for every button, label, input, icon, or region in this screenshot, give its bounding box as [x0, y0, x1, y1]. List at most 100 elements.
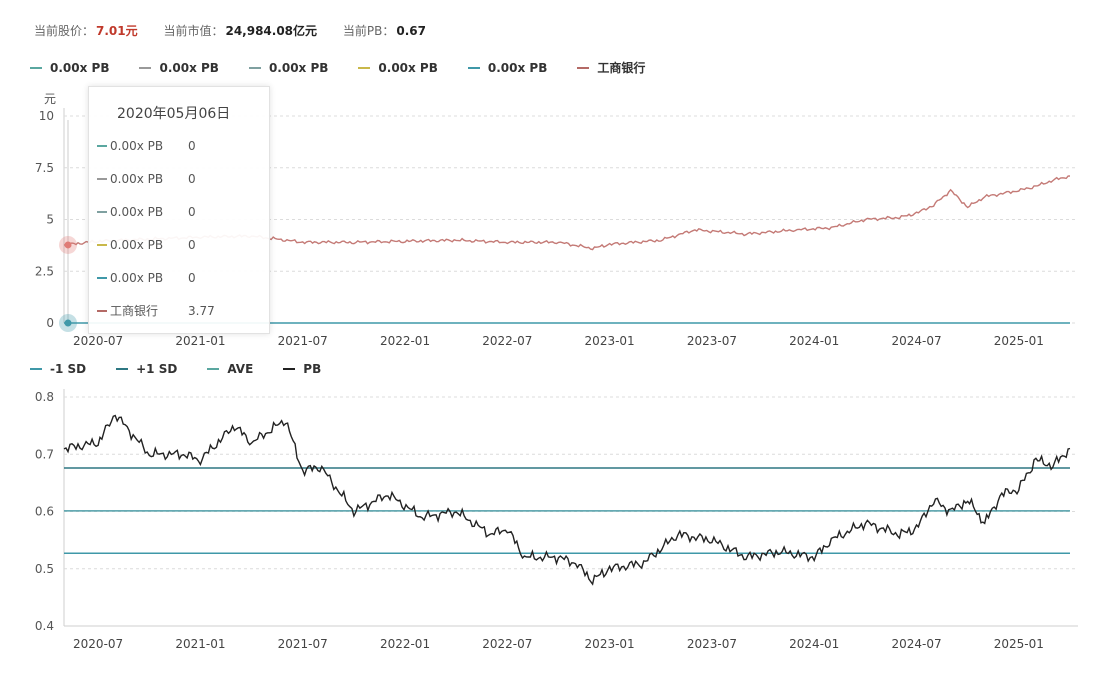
- y-tick-label: 0: [46, 316, 54, 330]
- legend-label: AVE: [227, 362, 254, 376]
- tooltip-row: 0.00x PB 0: [89, 261, 269, 294]
- price-label: 当前股价：: [34, 24, 95, 38]
- x-tick-label: 2022-07: [482, 637, 532, 651]
- pb-value: 0.67: [396, 24, 426, 38]
- legend-label: +1 SD: [136, 362, 178, 376]
- y-tick-label: 10: [39, 109, 54, 123]
- legend-item[interactable]: 0.00x PB: [358, 59, 438, 76]
- x-tick-label: 2023-01: [585, 334, 635, 348]
- pb-chart-legend: -1 SD +1 SD AVE PB: [30, 362, 351, 376]
- tooltip-swatch: [97, 144, 107, 147]
- legend-item[interactable]: PB: [283, 362, 321, 376]
- x-tick-label: 2020-07: [73, 334, 123, 348]
- x-tick-label: 2023-01: [585, 637, 635, 651]
- y-tick-label: 0.7: [35, 447, 54, 461]
- x-tick-label: 2021-07: [278, 334, 328, 348]
- legend-label: 0.00x PB: [487, 60, 548, 75]
- legend-label: 0.00x PB: [159, 60, 219, 75]
- tooltip-swatch: [97, 177, 107, 180]
- tooltip-series-value: 0: [188, 270, 196, 285]
- tooltip-row: 0.00x PB 0: [89, 162, 269, 195]
- highlight-point: [64, 241, 72, 249]
- legend-item[interactable]: 0.00x PB: [30, 59, 109, 76]
- x-tick-label: 2024-01: [789, 637, 839, 651]
- legend-swatch: [283, 368, 296, 370]
- legend-item[interactable]: 0.00x PB: [467, 59, 548, 76]
- legend-swatch: [248, 66, 261, 69]
- x-tick-label: 2025-01: [994, 334, 1044, 348]
- tooltip-swatch: [97, 309, 107, 312]
- y-tick-label: 7.5: [35, 161, 54, 175]
- pb-label: 当前PB：: [342, 24, 395, 38]
- legend-swatch: [358, 66, 371, 69]
- market-cap-label: 当前市值：: [163, 24, 224, 38]
- tooltip-series-name: 工商银行: [110, 304, 159, 318]
- tooltip-swatch: [97, 210, 107, 213]
- tooltip-row: 0.00x PB 0: [89, 195, 269, 228]
- legend-swatch: [30, 66, 42, 69]
- tooltip-swatch: [97, 276, 107, 279]
- legend-label: PB: [303, 362, 322, 376]
- stats-bar: 当前股价： 7.01元 当前市值： 24,984.08亿元 当前PB： 0.67: [34, 22, 448, 39]
- legend-item[interactable]: 0.00x PB: [248, 59, 329, 76]
- tooltip-series-value: 0: [188, 237, 196, 252]
- y-tick-label: 0.6: [35, 505, 54, 519]
- x-tick-label: 2022-01: [380, 637, 430, 651]
- x-tick-label: 2024-01: [789, 334, 839, 348]
- x-tick-label: 2021-01: [175, 637, 225, 651]
- x-tick-label: 2021-01: [175, 334, 225, 348]
- highlight-point: [64, 319, 72, 327]
- x-tick-label: 2021-07: [278, 637, 328, 651]
- y-tick-label: 2.5: [35, 264, 54, 278]
- legend-swatch: [116, 368, 129, 370]
- legend-swatch: [577, 66, 590, 69]
- legend-label: -1 SD: [50, 362, 87, 376]
- tooltip-series-name: 0.00x PB: [110, 204, 164, 219]
- x-tick-label: 2024-07: [891, 637, 941, 651]
- legend-swatch: [30, 368, 42, 370]
- legend-swatch: [467, 66, 480, 69]
- tooltip-series-name: 0.00x PB: [110, 237, 164, 252]
- x-tick-label: 2022-01: [380, 334, 430, 348]
- legend-item[interactable]: 0.00x PB: [139, 59, 219, 76]
- legend-label: 工商银行: [597, 61, 646, 75]
- price-chart-legend: 0.00x PB 0.00x PB 0.00x PB 0.00x PB 0.00x PB…: [30, 59, 675, 76]
- x-tick-label: 2020-07: [73, 637, 123, 651]
- tooltip-series-value: 0: [188, 204, 196, 219]
- tooltip-series-name: 0.00x PB: [110, 270, 164, 285]
- tooltip-row: 0.00x PB 0: [89, 129, 269, 162]
- tooltip-swatch: [97, 243, 107, 246]
- y-tick-label: 0.5: [35, 562, 54, 576]
- pb-chart: 0.4 0.5 0.6 0.7 0.8 2020-07 2021-01 2021-07 2022…: [35, 389, 1078, 651]
- tooltip-series-name: 0.00x PB: [110, 138, 164, 153]
- legend-item[interactable]: +1 SD: [116, 362, 177, 376]
- legend-swatch: [139, 66, 152, 69]
- legend-item[interactable]: -1 SD: [30, 362, 86, 376]
- legend-swatch: [207, 368, 220, 370]
- legend-item[interactable]: 工商银行: [577, 59, 645, 76]
- tooltip-series-value: 3.77: [188, 303, 215, 318]
- tooltip-row: 0.00x PB 0: [89, 228, 269, 261]
- x-tick-label: 2023-07: [687, 637, 737, 651]
- legend-item[interactable]: AVE: [207, 362, 253, 376]
- x-tick-label: 2025-01: [994, 637, 1044, 651]
- price-value: 7.01元: [96, 24, 138, 38]
- tooltip-date: 2020年05月06日: [117, 106, 231, 122]
- tooltip-series-name: 0.00x PB: [110, 171, 164, 186]
- x-tick-label: 2022-07: [482, 334, 532, 348]
- market-cap-value: 24,984.08亿元: [225, 24, 318, 38]
- y-tick-label: 0.4: [35, 619, 54, 633]
- legend-label: 0.00x PB: [378, 60, 438, 75]
- tooltip-series-value: 0: [188, 138, 196, 153]
- tooltip-panel: 2020年05月06日 0.00x PB 0 0.00x PB 0 0.00x PB 0 0…: [88, 86, 270, 334]
- legend-label: 0.00x PB: [268, 60, 329, 75]
- tooltip-series-value: 0: [188, 171, 196, 186]
- y-tick-label: 5: [46, 213, 54, 227]
- series-line-PB: [63, 414, 1071, 586]
- y-axis-unit-label: 元: [44, 92, 56, 106]
- x-tick-label: 2023-07: [687, 334, 737, 348]
- legend-label: 0.00x PB: [50, 60, 110, 75]
- y-tick-label: 0.8: [35, 390, 54, 404]
- x-tick-label: 2024-07: [891, 334, 941, 348]
- tooltip-row: 工商银行 3.77: [89, 294, 269, 327]
